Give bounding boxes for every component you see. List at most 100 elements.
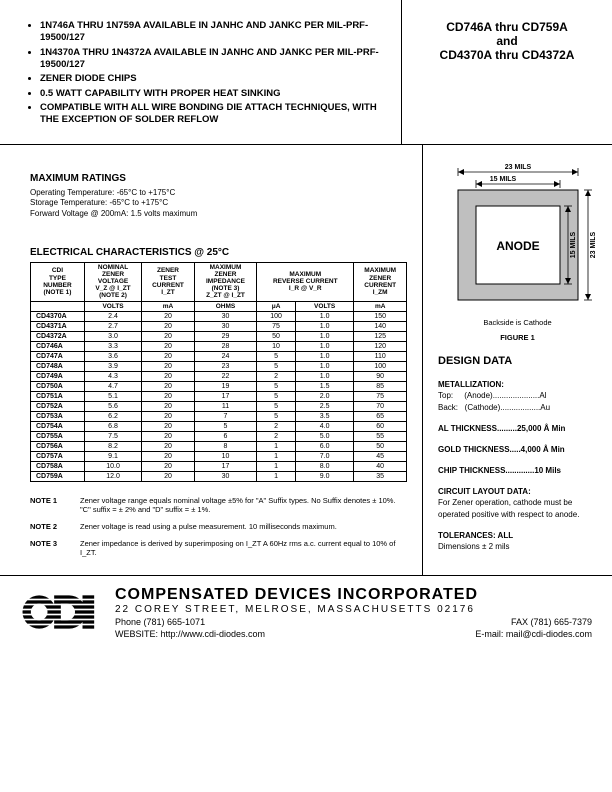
table-cell: CD748A [31, 361, 85, 371]
table-cell: 8 [194, 441, 256, 451]
table-row: CD4372A3.02029501.0125 [31, 331, 407, 341]
figure-caption: FIGURE 1 [438, 333, 597, 342]
table-cell: 6.2 [84, 411, 141, 421]
feature-item: 1N746A THRU 1N759A AVAILABLE IN JANHC AN… [40, 20, 386, 45]
table-cell: 3.6 [84, 351, 141, 361]
table-cell: 1 [257, 441, 296, 451]
table-row: CD754A6.820524.060 [31, 421, 407, 431]
table-cell: 20 [142, 341, 195, 351]
table-cell: 20 [142, 431, 195, 441]
table-cell: 24 [194, 351, 256, 361]
datasheet-page: 1N746A THRU 1N759A AVAILABLE IN JANHC AN… [0, 0, 612, 792]
table-cell: CD759A [31, 471, 85, 481]
table-cell: 20 [142, 411, 195, 421]
table-cell: 3.0 [84, 331, 141, 341]
right-column: 23 MILS 15 MILS ANODE [422, 145, 612, 575]
table-header: ZENERTESTCURRENTI_ZT [142, 262, 195, 301]
table-header: MAXIMUMZENERCURRENTI_ZM [354, 262, 407, 301]
table-row: CD757A9.1201017.045 [31, 451, 407, 461]
table-cell: 1.0 [295, 371, 353, 381]
table-cell: 2.7 [84, 321, 141, 331]
table-cell: 1.0 [295, 351, 353, 361]
table-cell: CD756A [31, 441, 85, 451]
table-unit-header: mA [354, 301, 407, 311]
feature-item: 0.5 WATT CAPABILITY WITH PROPER HEAT SIN… [40, 88, 386, 100]
max-ratings-text: Operating Temperature: -65°C to +175°CSt… [30, 188, 407, 219]
table-cell: 5.1 [84, 391, 141, 401]
table-cell: 2 [257, 431, 296, 441]
company-phone: Phone (781) 665-1071 [115, 617, 205, 627]
table-cell: 2 [257, 421, 296, 431]
table-header: NOMINALZENERVOLTAGEV_Z @ I_ZT(NOTE 2) [84, 262, 141, 301]
table-cell: 6.8 [84, 421, 141, 431]
table-cell: 60 [354, 421, 407, 431]
company-fax: FAX (781) 665-7379 [511, 617, 592, 627]
table-cell: 20 [142, 391, 195, 401]
table-cell: 5.0 [295, 431, 353, 441]
table-cell: 70 [354, 401, 407, 411]
table-cell: 7.0 [295, 451, 353, 461]
table-cell: 29 [194, 331, 256, 341]
table-row: CD748A3.9202351.0100 [31, 361, 407, 371]
note-row: NOTE 1Zener voltage range equals nominal… [30, 496, 407, 514]
table-cell: 9.1 [84, 451, 141, 461]
note-label: NOTE 2 [30, 522, 80, 531]
table-cell: 5 [257, 351, 296, 361]
company-name: COMPENSATED DEVICES INCORPORATED [115, 586, 592, 604]
table-row: CD755A7.520625.055 [31, 431, 407, 441]
table-cell: 30 [194, 321, 256, 331]
table-cell: 6.0 [295, 441, 353, 451]
table-cell: 100 [354, 361, 407, 371]
table-header: MAXIMUMREVERSE CURRENTI_R @ V_R [257, 262, 354, 301]
table-cell: CD750A [31, 381, 85, 391]
circuit-layout-header: CIRCUIT LAYOUT DATA: [438, 486, 597, 497]
table-cell: 45 [354, 451, 407, 461]
feature-item: 1N4370A THRU 1N4372A AVAILABLE IN JANHC … [40, 47, 386, 72]
top-section: 1N746A THRU 1N759A AVAILABLE IN JANHC AN… [0, 0, 612, 145]
table-cell: 1.5 [295, 381, 353, 391]
table-cell: 6 [194, 431, 256, 441]
table-cell: 55 [354, 431, 407, 441]
note-text: Zener voltage is read using a pulse meas… [80, 522, 337, 531]
table-cell: 28 [194, 341, 256, 351]
table-cell: 10 [194, 451, 256, 461]
table-cell: 100 [257, 311, 296, 321]
table-cell: 17 [194, 391, 256, 401]
features-list: 1N746A THRU 1N759A AVAILABLE IN JANHC AN… [0, 0, 401, 144]
table-cell: 22 [194, 371, 256, 381]
rating-line: Operating Temperature: -65°C to +175°C [30, 188, 407, 198]
table-cell: 20 [142, 401, 195, 411]
met-back: Back: (Cathode)..................Au [438, 402, 597, 413]
title-line3: CD4370A thru CD4372A [412, 48, 602, 62]
circuit-layout-text: For Zener operation, cathode must be ope… [438, 497, 597, 519]
table-cell: 4.7 [84, 381, 141, 391]
note-text: Zener impedance is derived by superimpos… [80, 539, 407, 557]
table-cell: CD752A [31, 401, 85, 411]
table-cell: 3.9 [84, 361, 141, 371]
table-cell: 10 [257, 341, 296, 351]
dim-inner-right: 15 MILS [570, 231, 577, 258]
table-cell: 4.0 [295, 421, 353, 431]
footer: COMPENSATED DEVICES INCORPORATED 22 CORE… [0, 575, 612, 649]
table-cell: 7.5 [84, 431, 141, 441]
title-line2: and [412, 34, 602, 48]
table-cell: CD758A [31, 461, 85, 471]
table-cell: 1 [257, 471, 296, 481]
table-cell: CD755A [31, 431, 85, 441]
table-cell: 30 [194, 471, 256, 481]
dim-outer-right: 23 MILS [590, 231, 597, 258]
note-row: NOTE 2Zener voltage is read using a puls… [30, 522, 407, 531]
table-cell: CD747A [31, 351, 85, 361]
al-thickness: AL THICKNESS.........25,000 Å Min [438, 423, 597, 434]
table-cell: 1.0 [295, 341, 353, 351]
table-cell: 2.4 [84, 311, 141, 321]
table-row: CD750A4.7201951.585 [31, 381, 407, 391]
table-cell: 75 [354, 391, 407, 401]
table-cell: 10.0 [84, 461, 141, 471]
mid-section: MAXIMUM RATINGS Operating Temperature: -… [0, 145, 612, 575]
table-cell: 3.5 [295, 411, 353, 421]
gold-thickness: GOLD THICKNESS.....4,000 Å Min [438, 444, 597, 455]
rating-line: Storage Temperature: -65°C to +175°C [30, 198, 407, 208]
table-cell: 50 [257, 331, 296, 341]
table-cell: 150 [354, 311, 407, 321]
